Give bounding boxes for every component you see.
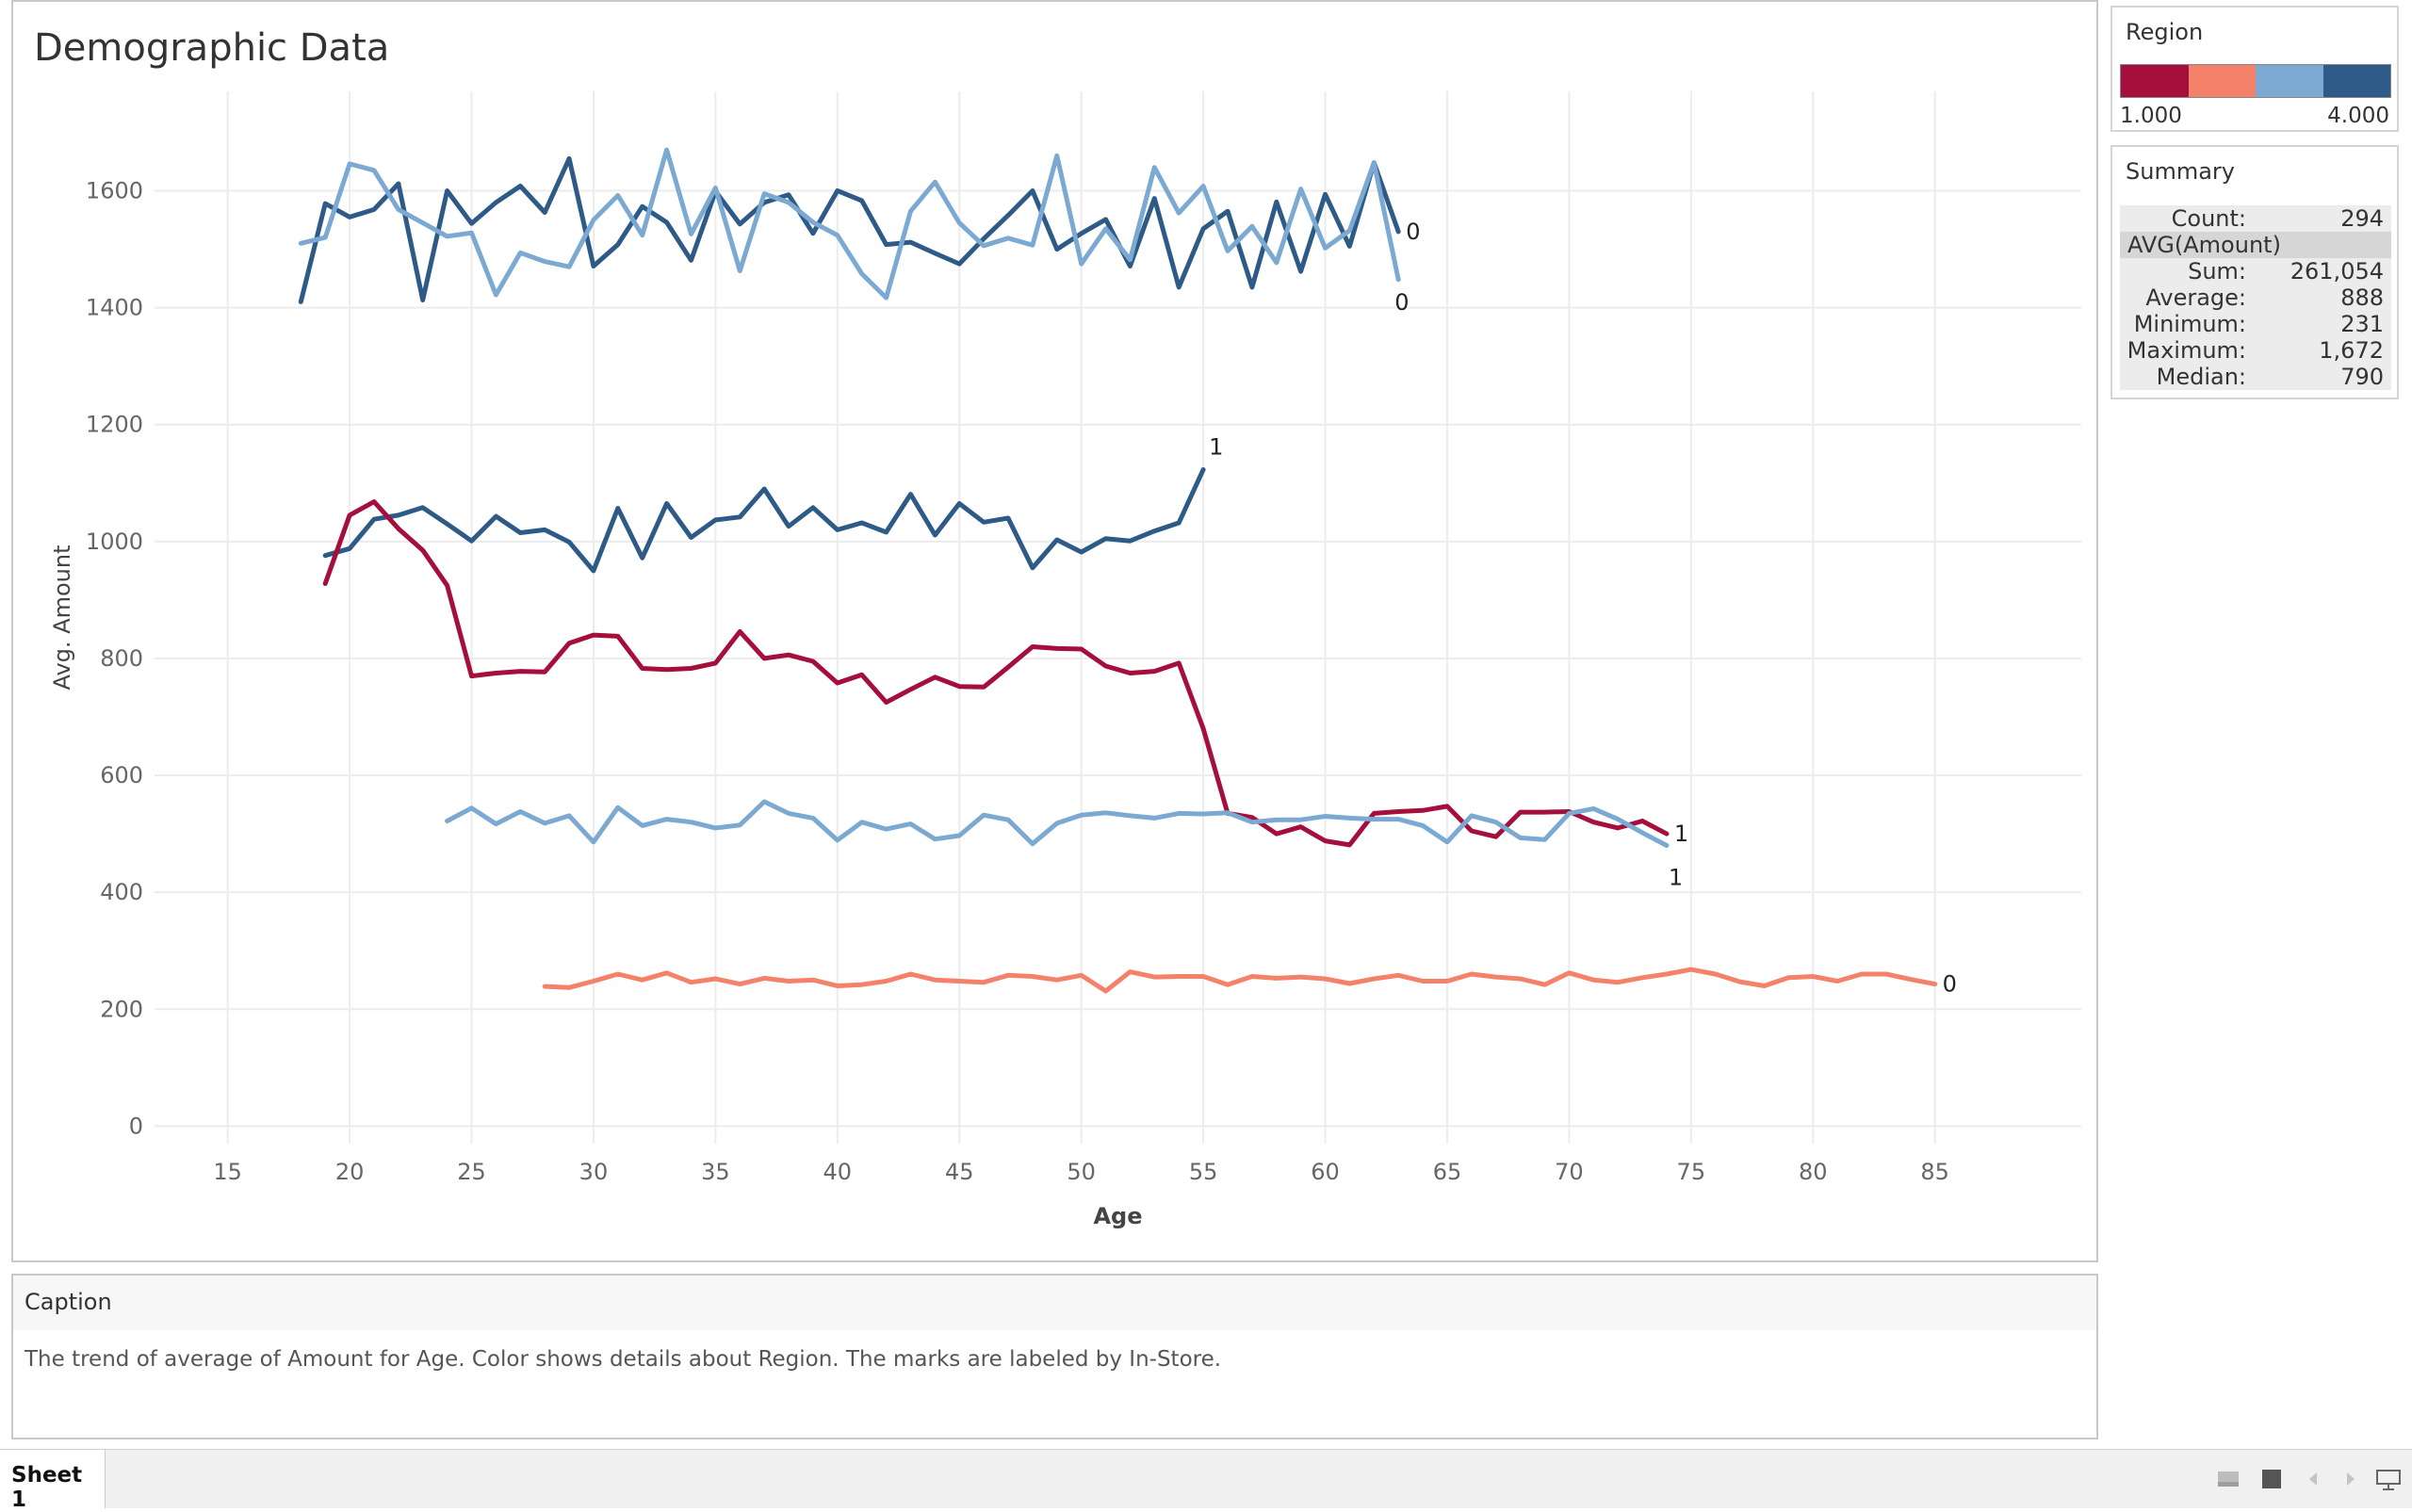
x-tick-label: 70 [1555, 1159, 1584, 1185]
chart-panel: Demographic Data 15 20 25 30 35 40 45 50 55 60 65 7… [11, 0, 2098, 1262]
summary-measure-header: AVG(Amount) [2120, 232, 2391, 258]
series-end-label: 1 [1209, 433, 1223, 460]
series-line [322, 467, 1206, 574]
caption-panel: Caption The trend of average of Amount f… [11, 1274, 2098, 1439]
legend-swatch [2121, 65, 2189, 97]
summary-label: Count: [2171, 205, 2246, 232]
summary-value: 261,054 [2290, 258, 2384, 285]
next-sheet-icon[interactable] [2339, 1467, 2363, 1491]
y-tick-label: 600 [100, 762, 143, 789]
chart-title: Demographic Data [34, 26, 390, 70]
y-tick-label: 200 [100, 996, 143, 1022]
summary-row: Average: 888 [2120, 285, 2391, 311]
legend-swatch [2188, 65, 2256, 97]
y-tick-label: 1200 [86, 412, 143, 438]
series-end-label: 0 [1394, 289, 1409, 316]
summary-label: Median: [2156, 364, 2246, 390]
caption-header: Caption [13, 1276, 2096, 1330]
x-tick-label: 25 [457, 1159, 486, 1185]
series-line [322, 499, 1670, 848]
y-tick-label: 400 [100, 879, 143, 905]
x-tick-label: 55 [1189, 1159, 1218, 1185]
series-line [298, 155, 1401, 304]
summary-value: 1,672 [2319, 337, 2384, 364]
sheet-tab-bar: Sheet 1 [0, 1449, 2412, 1512]
x-tick-label: 65 [1433, 1159, 1462, 1185]
summary-value: 888 [2340, 285, 2384, 311]
summary-value: 294 [2340, 205, 2384, 232]
y-tick-label: 1400 [86, 295, 143, 321]
series-line [298, 147, 1401, 301]
legend-max-label: 4.000 [2327, 104, 2389, 128]
region-legend[interactable]: Region 1.000 4.000 [2110, 6, 2399, 132]
line-chart[interactable]: 15 20 25 30 35 40 45 50 55 60 65 70 75 80 85 0 200 400 600… [13, 2, 2096, 1260]
x-tick-label: 45 [945, 1159, 974, 1185]
x-tick-label: 40 [823, 1159, 853, 1185]
series-line [542, 967, 1938, 994]
caption-text: The trend of average of Amount for Age. … [24, 1347, 1222, 1372]
single-sheet-view-icon[interactable] [2259, 1467, 2284, 1491]
previous-sheet-icon[interactable] [2301, 1467, 2325, 1491]
color-ramp [2120, 64, 2391, 98]
y-tick-label: 1600 [86, 177, 143, 203]
y-tick-label: 800 [100, 645, 143, 672]
summary-row: Sum: 261,054 [2120, 258, 2391, 285]
y-axis-title: Avg. Amount [49, 545, 75, 690]
summary-value: 231 [2340, 311, 2384, 337]
legend-swatch [2322, 65, 2390, 97]
summary-row: Median: 790 [2120, 364, 2391, 390]
x-tick-label: 35 [701, 1159, 730, 1185]
series-end-label: 0 [1406, 219, 1420, 245]
x-tick-label: 20 [335, 1159, 365, 1185]
series-end-label: 0 [1943, 971, 1957, 998]
summary-label: Average: [2145, 285, 2246, 311]
summary-label: Minimum: [2133, 311, 2246, 337]
x-tick-label: 30 [579, 1159, 609, 1185]
legend-min-label: 1.000 [2120, 104, 2182, 128]
presentation-mode-icon[interactable] [2374, 1467, 2401, 1491]
sheet-tab-label: Sheet 1 [11, 1463, 83, 1512]
x-tick-label: 60 [1311, 1159, 1340, 1185]
summary-table: Count: 294 AVG(Amount) Sum: 261,054 Aver… [2120, 205, 2391, 390]
series-line [445, 799, 1670, 848]
summary-row-count: Count: 294 [2120, 205, 2391, 232]
x-axis-title: Age [1093, 1203, 1142, 1229]
y-tick-label: 1000 [86, 528, 143, 555]
x-tick-label: 80 [1799, 1159, 1828, 1185]
filmstrip-view-icon[interactable] [2216, 1467, 2241, 1491]
y-tick-label: 0 [129, 1113, 143, 1139]
legend-swatch [2256, 65, 2323, 97]
summary-title: Summary [2126, 158, 2235, 185]
caption-title: Caption [24, 1289, 112, 1315]
series-end-label: 1 [1674, 821, 1688, 847]
summary-card: Summary Count: 294 AVG(Amount) Sum: 261,… [2110, 145, 2399, 399]
x-tick-label: 50 [1067, 1159, 1096, 1185]
series-end-label: 1 [1669, 865, 1683, 891]
legend-title: Region [2126, 19, 2204, 45]
summary-label: Maximum: [2127, 337, 2246, 364]
sheet-tab[interactable]: Sheet 1 [0, 1450, 106, 1512]
x-tick-label: 75 [1677, 1159, 1706, 1185]
summary-row: Maximum: 1,672 [2120, 337, 2391, 364]
summary-label: Sum: [2188, 258, 2246, 285]
summary-value: 790 [2340, 364, 2384, 390]
summary-row: Minimum: 231 [2120, 311, 2391, 337]
x-tick-label: 15 [213, 1159, 242, 1185]
x-tick-label: 85 [1920, 1159, 1949, 1185]
